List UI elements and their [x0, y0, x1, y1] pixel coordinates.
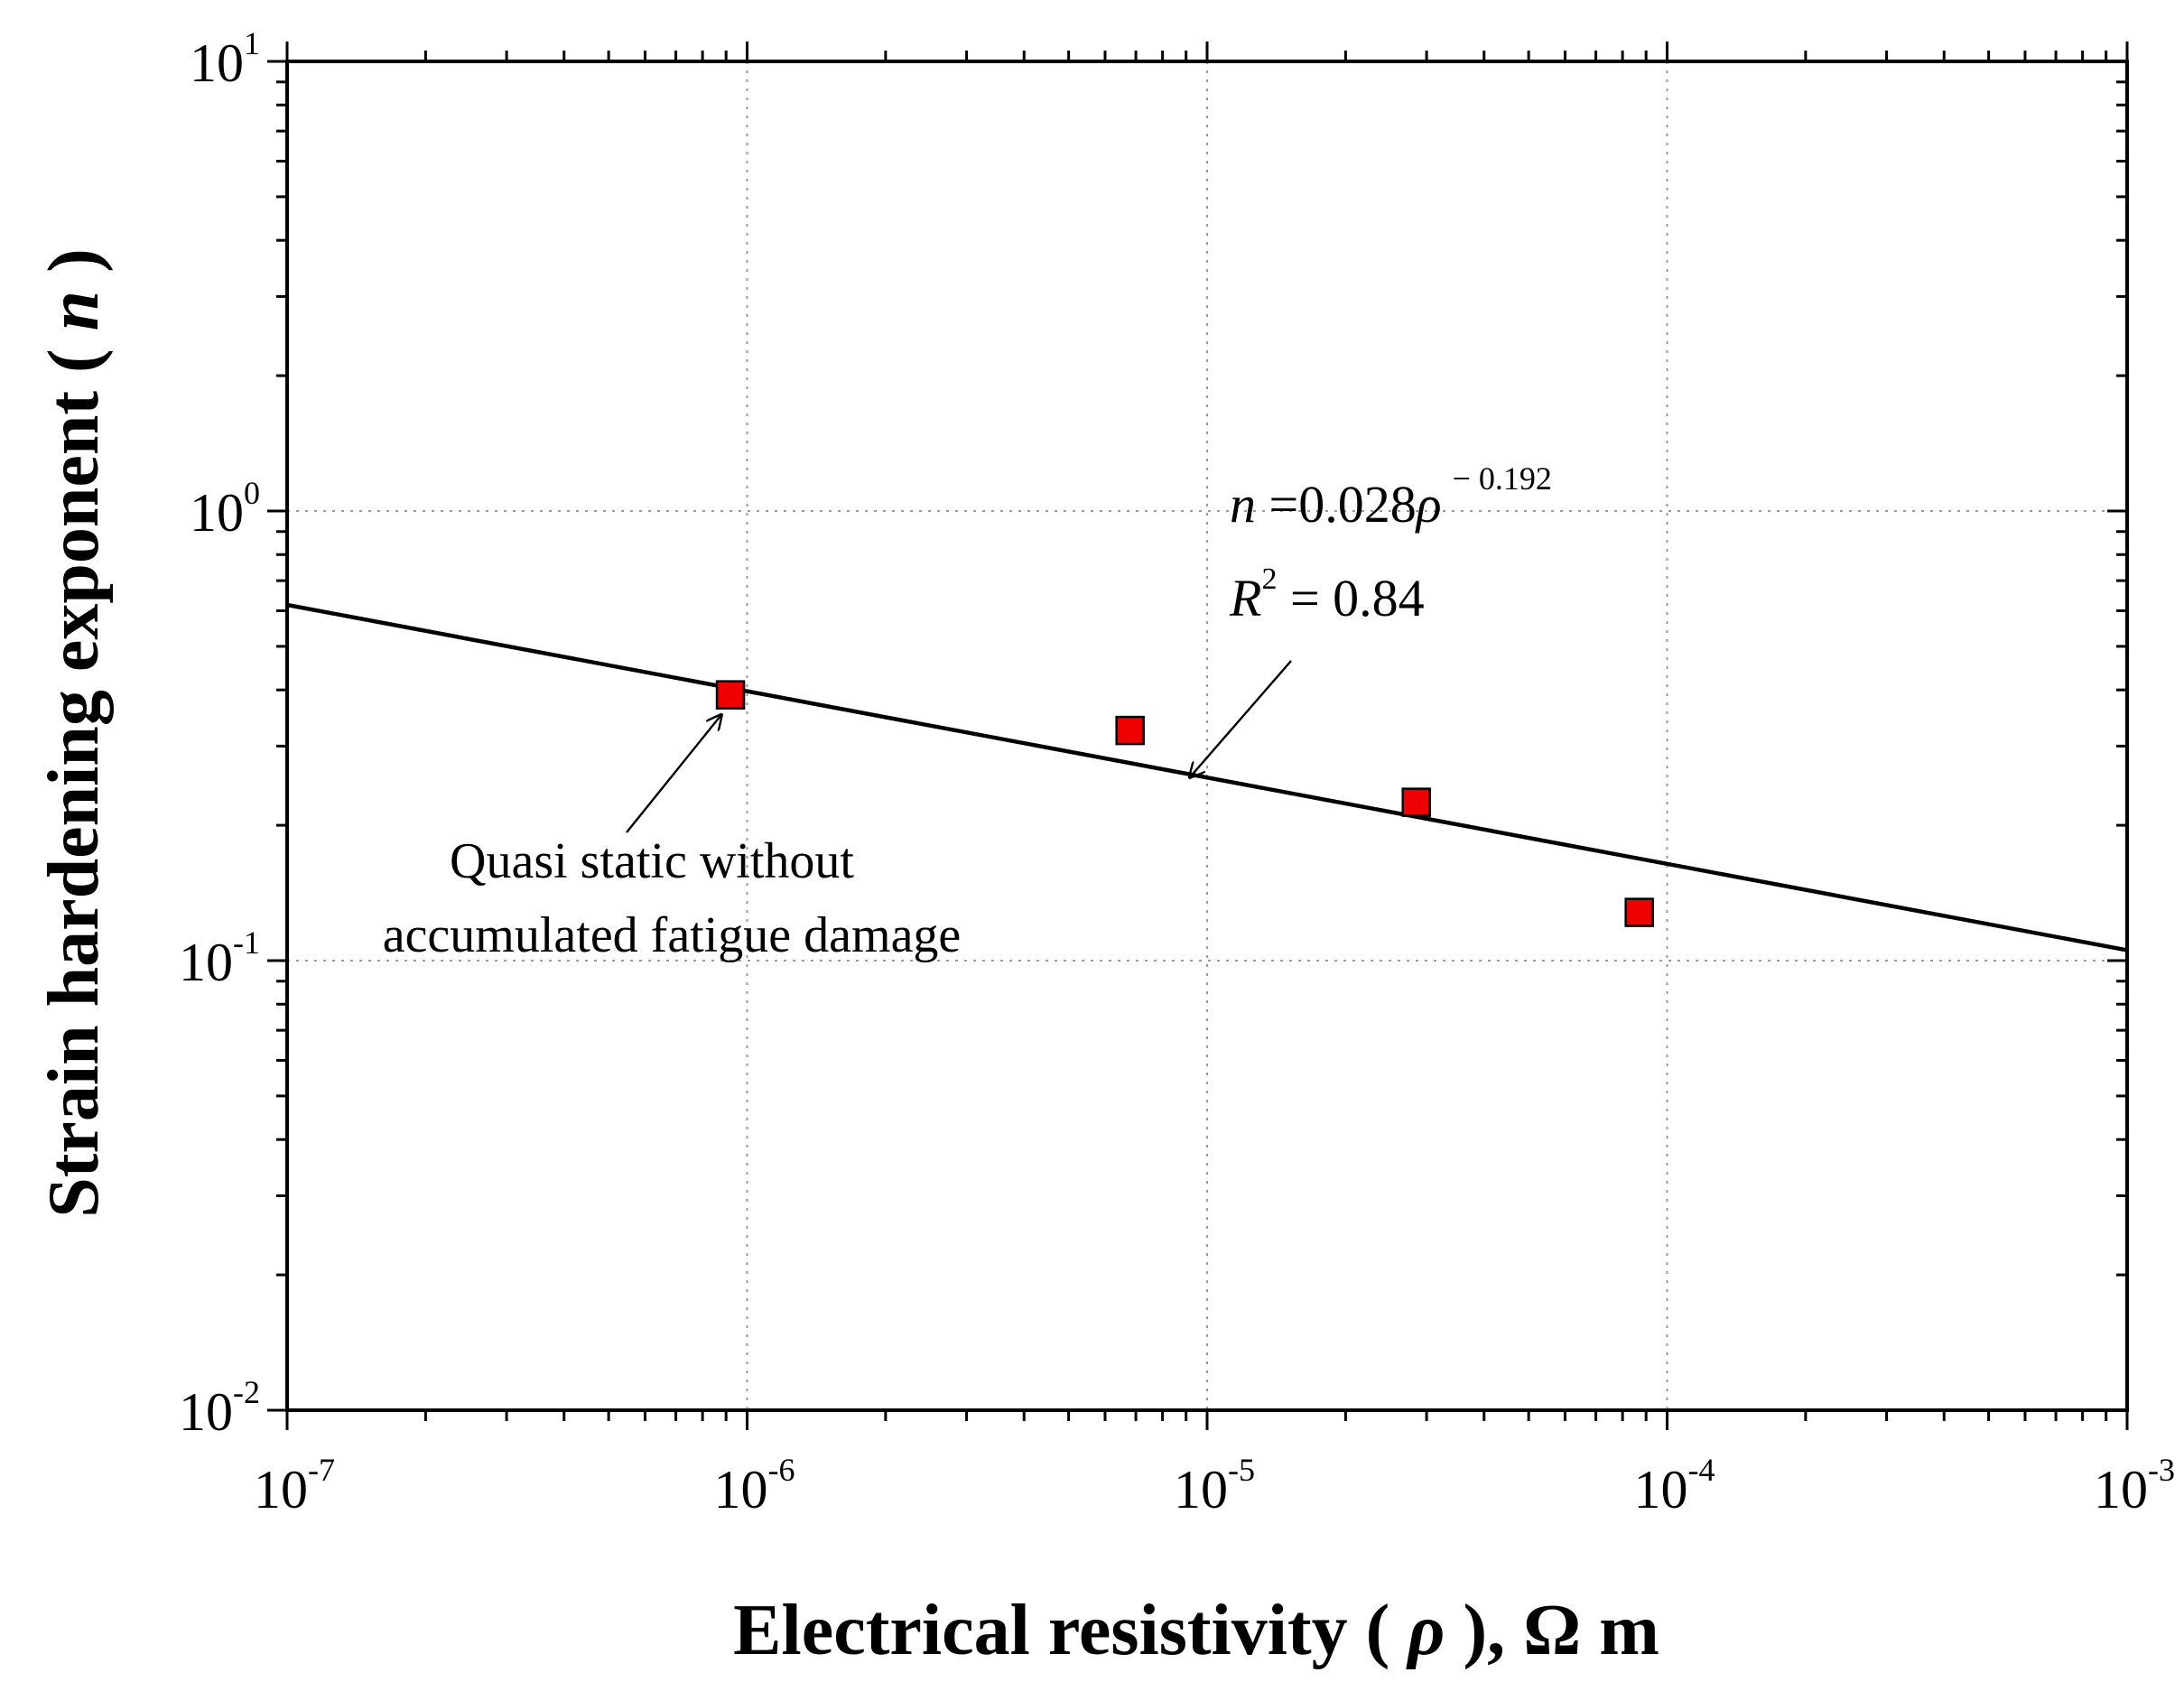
annotation-arrow-quasi-static	[626, 715, 721, 833]
data-points	[715, 680, 1654, 927]
y-tick-label: 101	[190, 25, 260, 93]
tick-labels: 10-7 10-6 10-5 10-4 10-3 10-2 10-1 100 101	[179, 25, 2175, 1519]
data-point	[715, 680, 746, 710]
x-tick-label: 10-6	[714, 1452, 795, 1519]
y-tick-label: 10-1	[179, 924, 260, 992]
plot-frame	[285, 60, 2129, 1412]
y-axis-title: Strain hardening exponent ( n )	[34, 248, 114, 1217]
data-point	[1401, 787, 1431, 817]
x-axis-title: Electrical resistivity ( ρ ), Ω m	[733, 1591, 1659, 1670]
annotation-line-1: Quasi static without	[450, 833, 854, 889]
axis-ticks	[267, 42, 2129, 1430]
data-point	[1624, 897, 1654, 927]
y-tick-label: 10-2	[179, 1374, 260, 1442]
annotation-arrow-fit-line	[1190, 660, 1292, 777]
fit-equation: n =0.028ρ − 0.192	[1230, 460, 1552, 534]
annotation-line-2: accumulated fatigue damage	[383, 907, 962, 963]
x-tick-label: 10-7	[254, 1452, 335, 1519]
fit-line	[286, 602, 2128, 952]
data-point	[1115, 715, 1145, 746]
x-tick-label: 10-3	[2094, 1452, 2175, 1519]
fit-r-squared: R2 = 0.84	[1229, 562, 1425, 627]
y-tick-label: 100	[190, 475, 260, 543]
grid-lines	[287, 61, 2127, 1410]
x-tick-label: 10-4	[1634, 1452, 1715, 1519]
x-tick-label: 10-5	[1174, 1452, 1255, 1519]
fit-layer	[286, 602, 2128, 952]
